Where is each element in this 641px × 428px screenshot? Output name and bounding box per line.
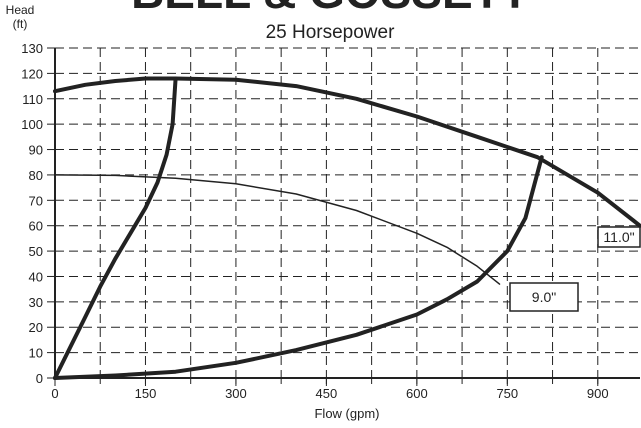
y-tick-label: 40 xyxy=(29,269,43,284)
x-tick-label: 900 xyxy=(587,386,609,401)
y-tick-label: 0 xyxy=(36,371,43,386)
x-tick-label: 0 xyxy=(51,386,58,401)
x-axis-label: Flow (gpm) xyxy=(314,406,379,421)
curve-label: 9.0" xyxy=(532,289,556,305)
y-tick-label: 120 xyxy=(21,66,43,81)
y-tick-label: 80 xyxy=(29,168,43,183)
curve xyxy=(54,174,501,285)
curve xyxy=(53,76,178,380)
y-tick-label: 20 xyxy=(29,320,43,335)
y-axis-label: (ft) xyxy=(13,17,28,31)
curve-label-box xyxy=(597,226,641,248)
curve xyxy=(53,76,641,228)
chart-subtitle: 25 Horsepower xyxy=(266,22,396,43)
chart-title: BELL & GOSSETT xyxy=(131,0,529,18)
y-axis-label: Head xyxy=(6,3,35,17)
y-tick-label: 110 xyxy=(22,92,43,107)
y-tick-label: 90 xyxy=(29,143,43,158)
x-tick-label: 300 xyxy=(225,386,247,401)
curve-label: 11.0" xyxy=(603,229,634,245)
y-tick-label: 100 xyxy=(21,117,43,132)
curve-label-box xyxy=(509,282,579,312)
x-tick-label: 150 xyxy=(135,386,157,401)
x-tick-label: 600 xyxy=(406,386,428,401)
y-tick-label: 30 xyxy=(29,295,43,310)
y-tick-label: 10 xyxy=(29,346,43,361)
x-tick-label: 450 xyxy=(316,386,338,401)
y-tick-label: 50 xyxy=(29,244,43,259)
curve xyxy=(53,155,544,380)
y-tick-label: 60 xyxy=(29,219,43,234)
y-tick-label: 130 xyxy=(21,41,43,56)
x-tick-label: 750 xyxy=(496,386,518,401)
y-tick-label: 70 xyxy=(29,193,43,208)
